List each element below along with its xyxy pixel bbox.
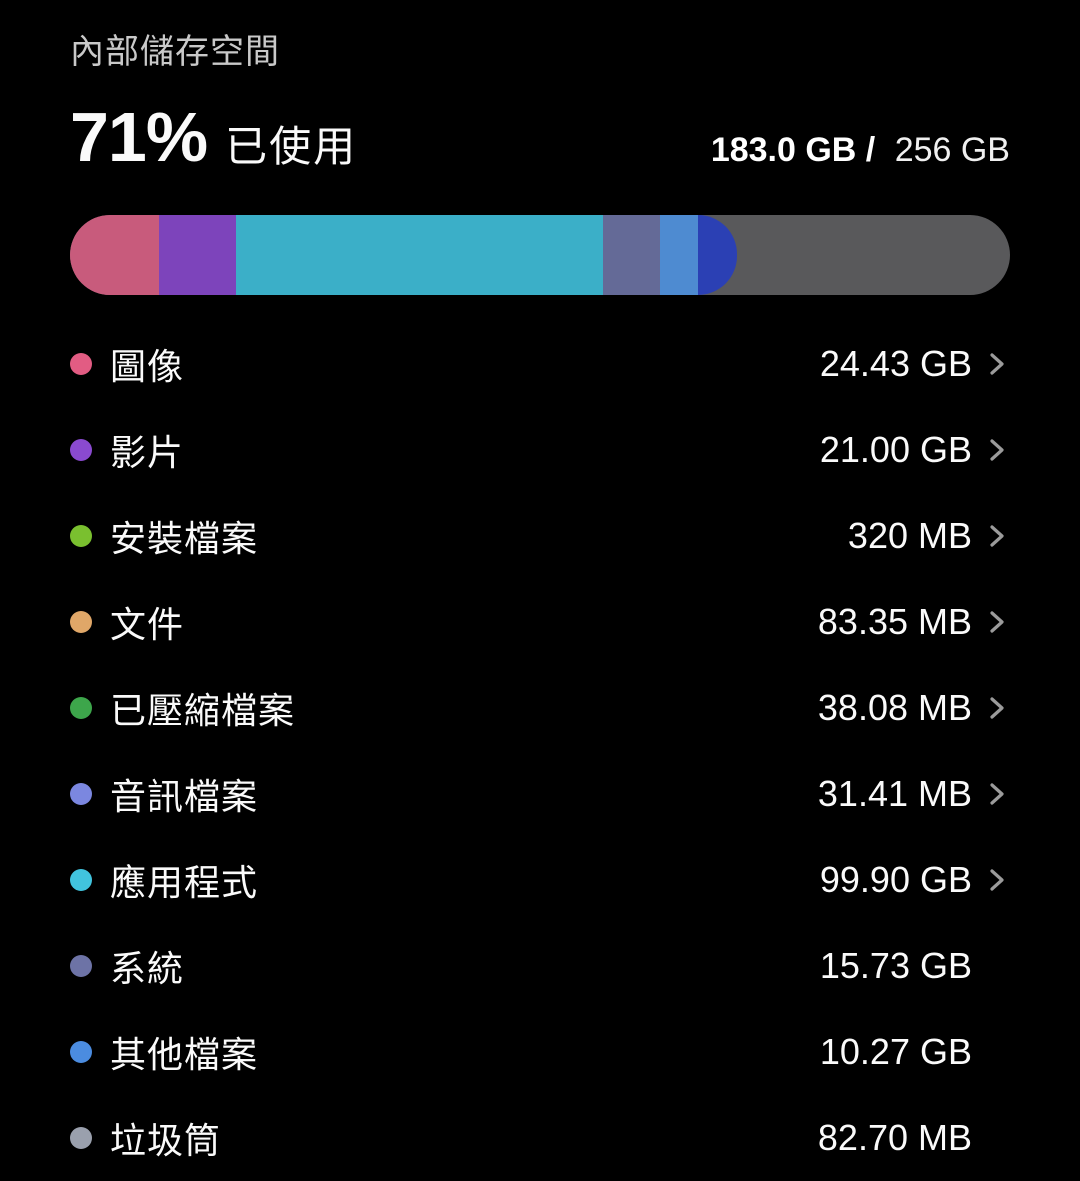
category-label: 文件 bbox=[110, 604, 185, 645]
category-size: 21.00 GB bbox=[819, 429, 972, 470]
chevron-right-icon bbox=[984, 434, 1010, 466]
chevron-right-icon bbox=[984, 348, 1010, 380]
category-color-dot bbox=[70, 783, 92, 805]
page-title: 內部儲存空間 bbox=[70, 33, 280, 71]
bar-segment-videos bbox=[159, 215, 237, 295]
storage-category-row: 其他檔案 10.27 GB bbox=[70, 1009, 1010, 1095]
category-label: 安裝檔案 bbox=[110, 518, 259, 559]
category-color-dot bbox=[70, 353, 92, 375]
category-color-dot bbox=[70, 439, 92, 461]
usage-summary: 71% 已使用 183.0 GB / 256 GB bbox=[70, 97, 1010, 177]
category-size: 24.43 GB bbox=[819, 343, 972, 384]
usage-amounts: 183.0 GB / 256 GB bbox=[711, 131, 1010, 170]
category-label: 系統 bbox=[110, 948, 185, 989]
storage-category-row[interactable]: 應用程式 99.90 GB bbox=[70, 837, 1010, 923]
category-size: 38.08 MB bbox=[817, 687, 972, 728]
category-size: 10.27 GB bbox=[819, 1031, 972, 1072]
category-label: 影片 bbox=[110, 432, 185, 473]
storage-category-list: 圖像 24.43 GB 影片 21.00 GB 安裝檔案 320 MB bbox=[70, 321, 1010, 1181]
chevron-right-icon bbox=[984, 520, 1010, 552]
bar-segment-images bbox=[70, 215, 160, 295]
used-label: 已使用 bbox=[225, 123, 358, 170]
category-label: 應用程式 bbox=[110, 862, 259, 903]
total-amount: 256 GB bbox=[894, 131, 1010, 169]
category-label: 音訊檔案 bbox=[110, 776, 259, 817]
bar-segment-other-files bbox=[660, 215, 698, 295]
category-label: 垃圾筒 bbox=[110, 1120, 222, 1161]
storage-category-row[interactable]: 安裝檔案 320 MB bbox=[70, 493, 1010, 579]
storage-category-row: 系統 15.73 GB bbox=[70, 923, 1010, 1009]
bar-segment-apps bbox=[236, 215, 603, 295]
chevron-right-icon bbox=[984, 606, 1010, 638]
category-color-dot bbox=[70, 611, 92, 633]
category-label: 圖像 bbox=[110, 346, 185, 387]
category-color-dot bbox=[70, 955, 92, 977]
used-amount: 183.0 GB / bbox=[710, 131, 876, 169]
percent-used: 71% bbox=[70, 98, 208, 176]
category-label: 已壓縮檔案 bbox=[110, 690, 296, 731]
category-size: 31.41 MB bbox=[817, 773, 972, 814]
category-size: 320 MB bbox=[847, 515, 972, 556]
storage-category-row[interactable]: 圖像 24.43 GB bbox=[70, 321, 1010, 407]
category-size: 99.90 GB bbox=[819, 859, 972, 900]
storage-category-row[interactable]: 文件 83.35 MB bbox=[70, 579, 1010, 665]
category-size: 82.70 MB bbox=[817, 1117, 972, 1158]
bar-segment-system bbox=[602, 215, 661, 295]
category-size: 15.73 GB bbox=[819, 945, 972, 986]
storage-category-row[interactable]: 音訊檔案 31.41 MB bbox=[70, 751, 1010, 837]
storage-category-row[interactable]: 已壓縮檔案 38.08 MB bbox=[70, 665, 1010, 751]
category-color-dot bbox=[70, 1127, 92, 1149]
category-color-dot bbox=[70, 1041, 92, 1063]
category-color-dot bbox=[70, 525, 92, 547]
storage-usage-bar bbox=[70, 215, 1010, 295]
category-color-dot bbox=[70, 697, 92, 719]
category-color-dot bbox=[70, 869, 92, 891]
storage-category-row: 垃圾筒 82.70 MB bbox=[70, 1095, 1010, 1181]
chevron-right-icon bbox=[984, 864, 1010, 896]
category-label: 其他檔案 bbox=[110, 1034, 259, 1075]
storage-category-row[interactable]: 影片 21.00 GB bbox=[70, 407, 1010, 493]
category-size: 83.35 MB bbox=[817, 601, 972, 642]
chevron-right-icon bbox=[984, 778, 1010, 810]
bar-segment-misc bbox=[697, 215, 738, 295]
chevron-right-icon bbox=[984, 692, 1010, 724]
